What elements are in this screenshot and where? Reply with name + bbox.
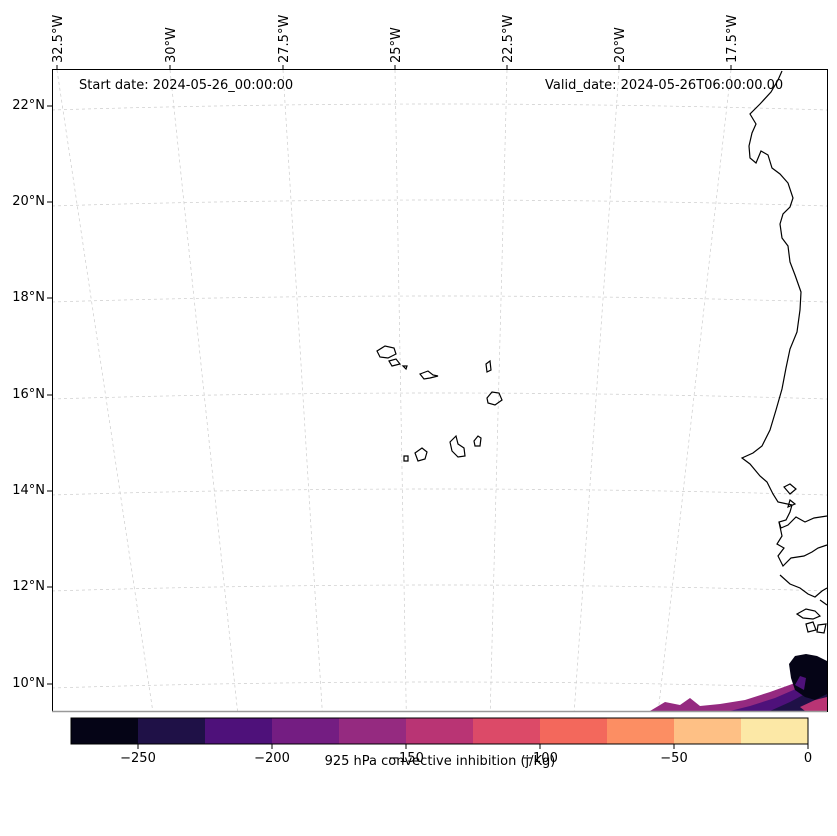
valid-date-label: Valid_date: 2024-05-26T06:00:00.00 <box>545 78 784 93</box>
lat-label: 10°N <box>12 676 45 691</box>
colorbar-bin <box>540 718 608 744</box>
lat-gridline <box>51 295 828 303</box>
coastlines <box>376 70 828 634</box>
lon-label: 17.5°W <box>725 14 740 63</box>
cin-warm-patch <box>800 697 827 711</box>
lon-label: 22.5°W <box>501 14 516 63</box>
colorbar-bin <box>741 718 809 744</box>
bijagos-2 <box>787 498 797 509</box>
sal <box>485 359 492 373</box>
lat-label: 12°N <box>12 579 45 594</box>
colorbar-title: 925 hPa convective inhibition (j/Kg) <box>324 754 556 769</box>
lon-tick-marks <box>56 65 732 70</box>
start-date-label: Start date: 2024-05-26_00:00:00 <box>79 78 294 93</box>
fogo <box>414 447 428 462</box>
bijagos-1 <box>783 483 797 495</box>
cin-contour-fill <box>650 654 827 711</box>
sao-vicente <box>388 358 402 367</box>
lat-gridline <box>51 199 828 207</box>
guinea-islands <box>805 621 827 634</box>
maio <box>473 435 482 447</box>
lon-label: 30°W <box>164 27 179 63</box>
lat-label: 22°N <box>12 98 45 113</box>
lat-label: 16°N <box>12 387 45 402</box>
lon-gridline <box>282 69 323 712</box>
africa-coastline <box>740 70 828 529</box>
lon-gridline <box>169 69 238 712</box>
colorbar-bin <box>272 718 340 744</box>
lon-label: 27.5°W <box>277 14 292 63</box>
colorbar-tick-label: −150 <box>388 751 424 766</box>
lat-gridline <box>51 681 828 689</box>
guinea-coast <box>795 608 822 620</box>
graticule <box>51 69 828 712</box>
cin-core-inner <box>795 676 806 690</box>
colorbar-tick-label: −100 <box>522 751 558 766</box>
colorbar <box>70 717 809 749</box>
santo-antao <box>376 345 397 359</box>
lat-label: 14°N <box>12 483 45 498</box>
colorbar-bin <box>71 718 139 744</box>
lon-label: 32.5°W <box>51 14 66 63</box>
colorbar-tick-label: −250 <box>120 751 156 766</box>
guinea-bissau-coast <box>779 574 828 598</box>
lon-gridline <box>489 69 508 712</box>
colorbar-frame <box>70 717 809 745</box>
santiago <box>449 434 466 458</box>
lat-gridline <box>51 103 828 111</box>
lon-gridline <box>394 69 407 712</box>
colorbar-tick-label: 0 <box>803 751 813 766</box>
lon-label: 20°W <box>613 27 628 63</box>
colorbar-bin <box>205 718 273 744</box>
sao-nicolau <box>419 370 439 380</box>
lon-label: 25°W <box>389 27 404 63</box>
lat-gridline <box>51 392 828 400</box>
colorbar-bin <box>339 718 407 744</box>
cin-core <box>789 654 827 700</box>
lat-gridline <box>51 584 828 592</box>
colorbar-bin <box>406 718 474 744</box>
santa-luzia <box>401 365 408 371</box>
senegal-gambia-coast <box>776 521 828 568</box>
colorbar-tick-label: −50 <box>660 751 688 766</box>
lat-label: 20°N <box>12 194 45 209</box>
colorbar-bin <box>607 718 675 744</box>
lat-gridline <box>51 488 828 496</box>
lat-tick-marks <box>47 105 52 685</box>
lon-gridline <box>573 69 620 712</box>
lat-label: 18°N <box>12 290 45 305</box>
boa-vista <box>486 391 503 406</box>
map-frame <box>52 69 828 712</box>
coast-south <box>819 599 828 606</box>
colorbar-bin <box>674 718 742 744</box>
lon-gridline <box>657 69 732 712</box>
colorbar-tick-label: −200 <box>254 751 290 766</box>
brava <box>403 455 409 462</box>
colorbar-bin <box>138 718 206 744</box>
colorbar-bin <box>473 718 541 744</box>
lon-gridline <box>56 69 154 712</box>
